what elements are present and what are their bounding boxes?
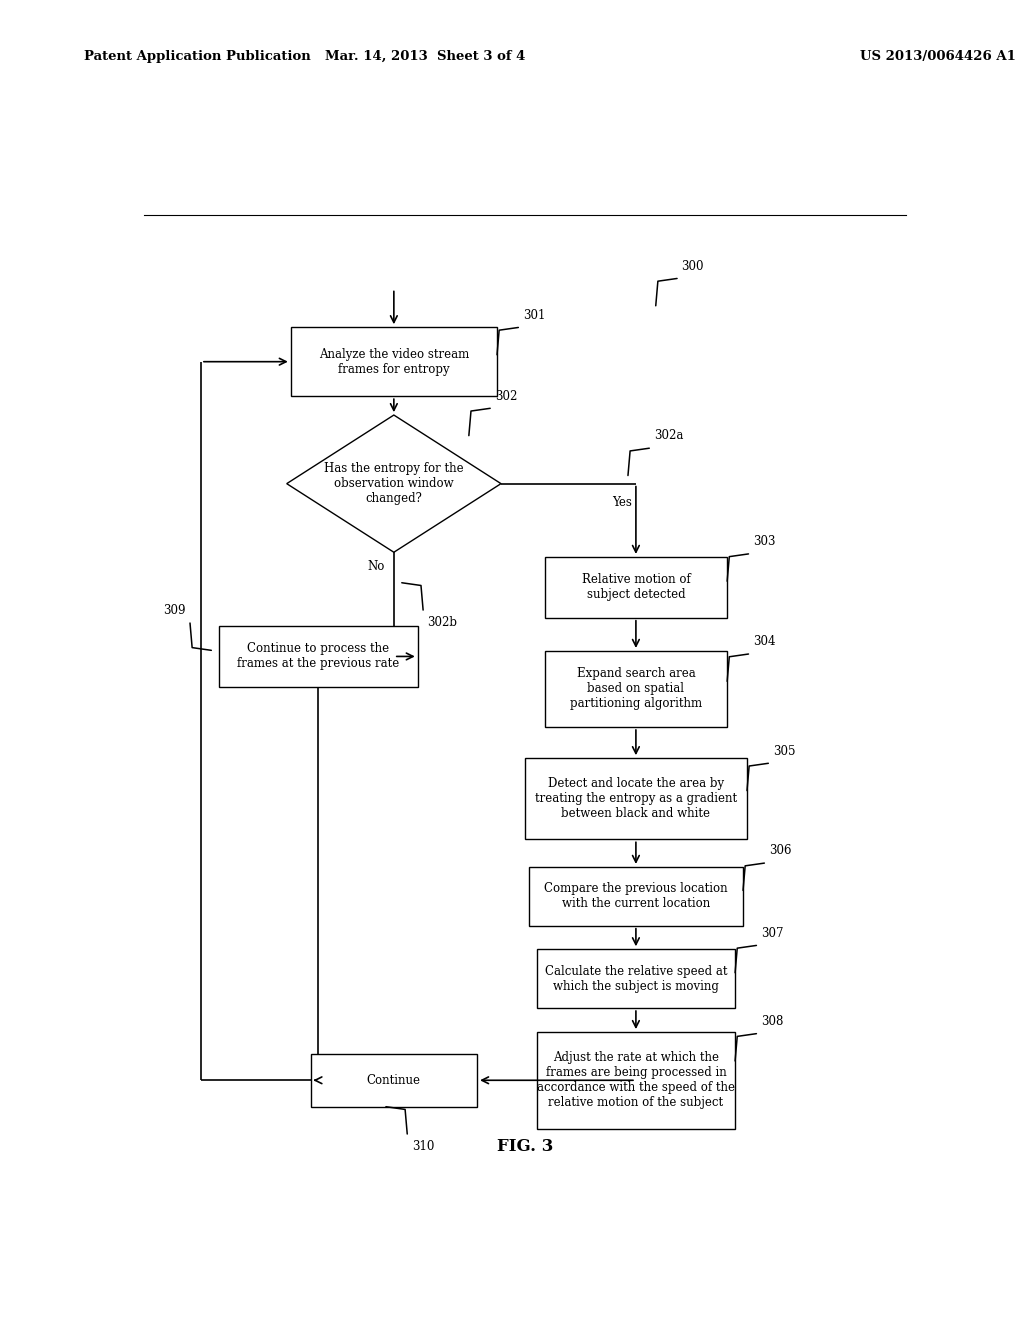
FancyBboxPatch shape <box>219 626 418 686</box>
Text: 306: 306 <box>769 845 792 858</box>
Text: Patent Application Publication: Patent Application Publication <box>84 50 310 63</box>
Text: No: No <box>367 561 384 573</box>
Text: Calculate the relative speed at
which the subject is moving: Calculate the relative speed at which th… <box>545 965 727 993</box>
Text: Yes: Yes <box>612 496 632 508</box>
FancyBboxPatch shape <box>524 758 748 840</box>
Text: Compare the previous location
with the current location: Compare the previous location with the c… <box>544 882 728 911</box>
Text: 301: 301 <box>523 309 545 322</box>
Text: Has the entropy for the
observation window
changed?: Has the entropy for the observation wind… <box>324 462 464 506</box>
Text: Analyze the video stream
frames for entropy: Analyze the video stream frames for entr… <box>318 347 469 376</box>
Text: 309: 309 <box>163 605 185 618</box>
FancyBboxPatch shape <box>291 327 497 396</box>
Text: US 2013/0064426 A1: US 2013/0064426 A1 <box>860 50 1016 63</box>
Polygon shape <box>287 414 501 552</box>
Text: 300: 300 <box>682 260 705 273</box>
Text: 310: 310 <box>412 1139 434 1152</box>
FancyBboxPatch shape <box>537 949 735 1008</box>
Text: 305: 305 <box>773 744 796 758</box>
Text: Mar. 14, 2013  Sheet 3 of 4: Mar. 14, 2013 Sheet 3 of 4 <box>325 50 525 63</box>
FancyBboxPatch shape <box>545 651 727 727</box>
Text: 302a: 302a <box>653 429 683 442</box>
Text: 307: 307 <box>761 927 783 940</box>
Text: Relative motion of
subject detected: Relative motion of subject detected <box>582 573 690 602</box>
Text: 302: 302 <box>495 389 517 403</box>
Text: Adjust the rate at which the
frames are being processed in
accordance with the s: Adjust the rate at which the frames are … <box>537 1051 735 1109</box>
Text: Detect and locate the area by
treating the entropy as a gradient
between black a: Detect and locate the area by treating t… <box>535 777 737 820</box>
FancyBboxPatch shape <box>310 1053 477 1106</box>
FancyBboxPatch shape <box>528 867 743 925</box>
Text: 302b: 302b <box>428 616 458 628</box>
Text: 303: 303 <box>753 535 775 548</box>
FancyBboxPatch shape <box>537 1032 735 1129</box>
Text: 304: 304 <box>753 635 775 648</box>
Text: FIG. 3: FIG. 3 <box>497 1138 553 1155</box>
Text: Continue to process the
frames at the previous rate: Continue to process the frames at the pr… <box>238 643 399 671</box>
FancyBboxPatch shape <box>545 557 727 618</box>
Text: Continue: Continue <box>367 1073 421 1086</box>
Text: 308: 308 <box>761 1015 783 1028</box>
Text: Expand search area
based on spatial
partitioning algorithm: Expand search area based on spatial part… <box>569 668 702 710</box>
